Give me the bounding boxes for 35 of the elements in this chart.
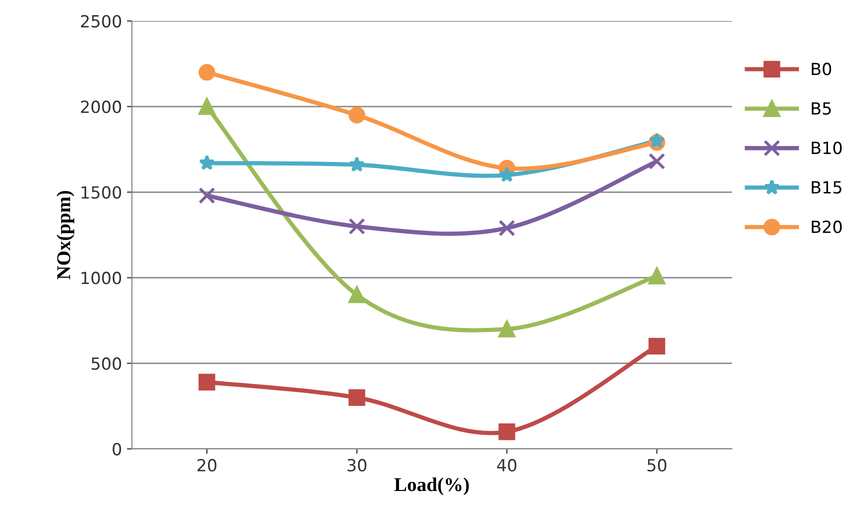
point bbox=[348, 156, 365, 172]
point bbox=[648, 268, 666, 284]
x-tick-label: 20 bbox=[198, 458, 216, 472]
legend-label: B5 bbox=[812, 102, 831, 115]
point bbox=[648, 132, 665, 148]
y-tick-label: 1000 bbox=[82, 272, 122, 284]
point bbox=[348, 106, 366, 124]
point bbox=[498, 166, 515, 182]
x-tick-label: 30 bbox=[348, 458, 366, 472]
point bbox=[648, 153, 666, 170]
y-tick-label: 1500 bbox=[82, 186, 122, 199]
point bbox=[198, 154, 215, 170]
legend-label: B20 bbox=[812, 220, 842, 234]
legend-label: B10 bbox=[812, 142, 842, 154]
point bbox=[198, 374, 216, 390]
y-tick-label: 2000 bbox=[80, 100, 122, 114]
x-axis-title: Load(%) bbox=[394, 478, 469, 496]
point bbox=[348, 218, 366, 235]
y-tick-label: 2500 bbox=[80, 14, 122, 28]
x-tick-label: 50 bbox=[648, 458, 666, 472]
point bbox=[498, 423, 516, 440]
x-tick-label: 40 bbox=[497, 458, 516, 472]
legend-label: B15 bbox=[812, 181, 842, 194]
y-axis-title: NOx(ppm) bbox=[56, 190, 74, 280]
point bbox=[498, 320, 516, 338]
point bbox=[348, 389, 366, 406]
y-tick-label: 0 bbox=[112, 442, 122, 456]
point bbox=[648, 338, 666, 355]
legend-label: B0 bbox=[812, 62, 832, 76]
point bbox=[348, 286, 366, 304]
point bbox=[198, 187, 216, 204]
point bbox=[198, 64, 216, 81]
y-tick-label: 500 bbox=[92, 357, 122, 370]
point bbox=[498, 220, 516, 236]
point bbox=[198, 98, 216, 115]
